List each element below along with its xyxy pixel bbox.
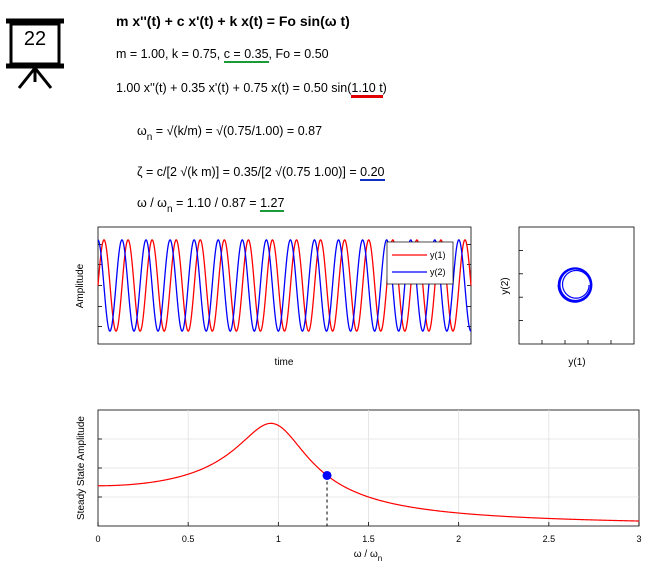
damping-ratio-line: ζ = c/[2 √(k m)] = 0.35/[2 √(0.75 1.00)]… <box>137 165 385 181</box>
freq-xlabel-main: ω / ω <box>354 549 378 560</box>
params-prefix: m = 1.00, k = 0.75, <box>116 47 224 61</box>
ratio-mid: = 1.10 / 0.87 = <box>172 196 261 210</box>
freq-xtick-label-6: 3 <box>636 534 641 544</box>
phase-plot-frame <box>518 226 635 345</box>
frequency-response-chart: 0 0.5 1 1.5 2 2.5 3 Steady State Amplitude ω /… <box>76 409 642 563</box>
parameter-line: m = 1.00, k = 0.75, c = 0.35, Fo = 0.50 <box>116 47 329 63</box>
frequency-ratio-line: ω / ωn = 1.10 / 0.87 = 1.27 <box>137 196 285 215</box>
series-y1-line <box>97 239 472 332</box>
natural-frequency-line: ωn = √(k/m) = √(0.75/1.00) = 0.87 <box>137 124 323 143</box>
freq-xtick-label-1: 0.5 <box>182 534 195 544</box>
params-suffix: , Fo = 0.50 <box>268 47 329 61</box>
freq-xlabel-sub: n <box>378 554 382 563</box>
phase-plot-ylabel: y(2) <box>500 277 511 294</box>
legend-y1-label: y(1) <box>430 250 446 260</box>
time-plot-legend: y(1) y(2) <box>386 241 454 285</box>
phase-plot-ticks <box>519 249 612 344</box>
specific-prefix: 1.00 x''(t) + 0.35 x'(t) + 0.75 x(t) = 0… <box>116 81 352 95</box>
omega-sub: n <box>146 132 153 143</box>
time-plot-xlabel: time <box>275 357 294 368</box>
omega-n-rest: = √(k/m) = √(0.75/1.00) = 0.87 <box>152 124 323 138</box>
legend-y2-label: y(2) <box>430 267 446 277</box>
ratio-value: 1.27 <box>260 196 285 212</box>
freq-plot-ylabel: Steady State Amplitude <box>76 416 87 520</box>
slide-number-icon: 22 <box>4 18 66 90</box>
specific-equation: 1.00 x''(t) + 0.35 x'(t) + 0.75 x(t) = 0… <box>116 81 387 98</box>
time-plot-yticks <box>98 244 471 327</box>
phase-portrait-chart: y(2) y(1) <box>500 226 635 368</box>
zeta-value: 0.20 <box>360 165 385 181</box>
amplitude-curve <box>98 422 640 522</box>
freq-plot-xticks: 0 0.5 1 1.5 2 2.5 3 <box>95 522 642 544</box>
forcing-frequency: 1.10 t <box>351 81 383 98</box>
time-plot-ylabel: Amplitude <box>75 263 86 308</box>
slide-number: 22 <box>23 28 47 50</box>
freq-plot-xlabel: ω / ωn <box>354 549 382 563</box>
time-series-chart: y(1) y(2) Amplitude time <box>75 226 472 368</box>
freq-xtick-label-2: 1 <box>276 534 281 544</box>
freq-xtick-label-3: 1.5 <box>362 534 375 544</box>
ratio-sub: n <box>166 204 173 215</box>
freq-plot-grid <box>98 410 639 526</box>
freq-xtick-label-0: 0 <box>95 534 100 544</box>
equation-title: m x''(t) + c x'(t) + k x(t) = Fo sin(ω t… <box>116 13 350 29</box>
ratio-prefix: ω / ω <box>137 196 167 210</box>
damping-value: c = 0.35 <box>223 47 269 63</box>
specific-suffix: ) <box>382 81 387 95</box>
zeta-prefix: ζ = c/[2 √(k m)] = 0.35/[2 √(0.75 1.00)]… <box>137 165 361 179</box>
operating-point-marker <box>322 470 332 480</box>
freq-xtick-label-5: 2.5 <box>543 534 556 544</box>
phase-plot-xlabel: y(1) <box>568 357 585 368</box>
omega-symbol: ω <box>137 124 147 138</box>
freq-xtick-label-4: 2 <box>456 534 461 544</box>
phase-spiral-line <box>557 267 593 303</box>
